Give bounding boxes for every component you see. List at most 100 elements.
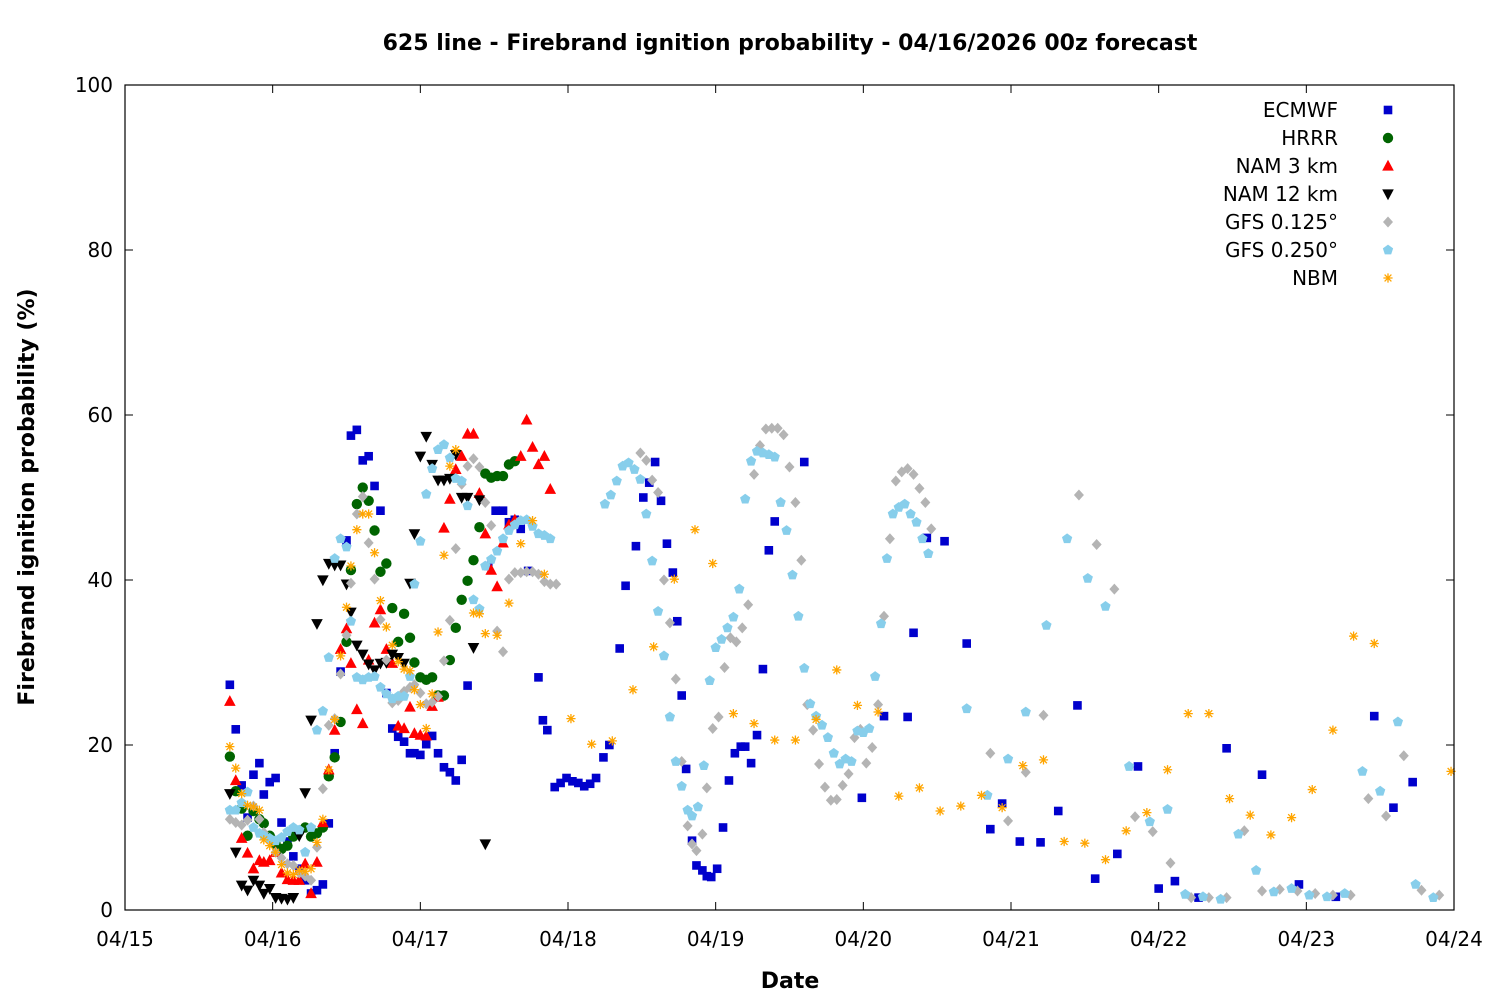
data-point (832, 665, 842, 675)
data-point (879, 711, 889, 721)
data-point (852, 700, 863, 710)
data-point (1286, 883, 1297, 893)
y-axis-label: Firebrand ignition probability (%) (15, 288, 40, 705)
data-point (438, 439, 450, 450)
data-point (451, 445, 461, 455)
data-point (819, 781, 830, 793)
data-point (543, 725, 552, 735)
data-point (305, 887, 317, 899)
data-point (1090, 874, 1100, 883)
data-point (1363, 793, 1374, 805)
data-point (736, 742, 746, 751)
data-point (1073, 701, 1082, 710)
data-point (317, 783, 328, 795)
data-point (420, 431, 433, 443)
data-point (728, 709, 738, 719)
data-point (784, 461, 795, 473)
data-point (467, 643, 480, 654)
data-point (463, 681, 472, 690)
data-point (277, 818, 286, 827)
data-point (778, 429, 789, 441)
data-point (317, 705, 329, 716)
data-point (1398, 750, 1409, 762)
data-point (668, 568, 678, 577)
data-point (235, 880, 248, 892)
data-point (568, 777, 577, 786)
data-point (229, 847, 242, 859)
data-point (526, 440, 539, 452)
data-point (294, 824, 305, 835)
data-point (1036, 838, 1045, 847)
data-point (237, 781, 246, 790)
data-point (462, 500, 473, 511)
data-point (335, 668, 346, 680)
data-point (276, 860, 287, 870)
data-point (956, 801, 966, 811)
data-point (781, 525, 792, 535)
data-point (399, 664, 409, 674)
data-point (468, 608, 479, 618)
data-point (433, 748, 443, 758)
data-point (306, 874, 317, 886)
data-point (690, 525, 700, 535)
data-point (566, 714, 576, 724)
data-point (532, 458, 545, 470)
data-point (629, 464, 640, 474)
data-point (335, 533, 346, 544)
data-point (1233, 828, 1244, 839)
data-point (591, 773, 601, 783)
data-point (935, 806, 945, 816)
data-point (997, 803, 1007, 813)
data-point (358, 509, 368, 519)
data-point (734, 583, 745, 594)
data-point (288, 859, 299, 871)
data-point (697, 828, 708, 840)
data-point (457, 755, 466, 765)
data-point (235, 832, 248, 843)
data-point (317, 575, 329, 587)
data-point (653, 487, 664, 499)
data-point (473, 495, 486, 507)
data-point (265, 841, 275, 851)
data-point (468, 555, 479, 566)
data-point (681, 764, 691, 774)
data-point (551, 578, 562, 590)
legend-marker (1382, 159, 1394, 171)
data-point (706, 872, 716, 882)
data-point (1165, 857, 1176, 869)
data-point (764, 546, 774, 555)
data-point (579, 781, 589, 791)
data-point (410, 748, 419, 758)
data-point (677, 691, 687, 700)
data-point (497, 470, 509, 482)
data-point (731, 636, 742, 648)
data-point (231, 763, 241, 773)
y-tick-label: 80 (88, 238, 113, 262)
data-point (345, 607, 357, 619)
data-point (231, 725, 241, 734)
data-point (282, 840, 293, 851)
data-point (433, 627, 443, 637)
data-point (1250, 865, 1262, 875)
data-point (1142, 808, 1152, 818)
data-point (479, 839, 492, 851)
data-point (421, 723, 431, 734)
data-point (480, 496, 491, 508)
data-point (1307, 784, 1317, 795)
data-point (334, 560, 347, 572)
data-point (351, 498, 363, 510)
data-point (236, 819, 247, 831)
data-point (249, 770, 258, 779)
data-point (1130, 811, 1141, 823)
data-point (538, 715, 548, 725)
data-point (393, 732, 403, 742)
y-tick-label: 40 (88, 568, 113, 592)
data-point (509, 567, 520, 579)
data-point (370, 481, 379, 491)
data-point (346, 431, 356, 440)
data-point (374, 603, 387, 615)
data-point (905, 508, 916, 519)
x-tick-label: 04/23 (1278, 927, 1336, 951)
tick-labels: 04/15 04/16 04/17 04/18 04/19 04/20 04/21 04/22… (75, 73, 1483, 951)
legend-marker (1382, 244, 1394, 255)
